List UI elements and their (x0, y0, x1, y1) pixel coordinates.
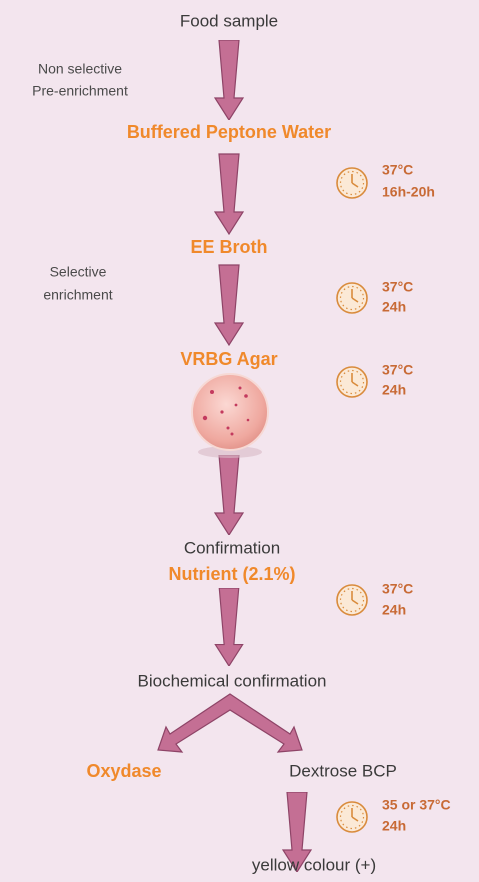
incubation-time: 24h (382, 818, 406, 834)
annotation: Selective (50, 264, 107, 280)
petri-dish (192, 374, 268, 458)
incubation-time: 24h (382, 602, 406, 618)
annotation: Pre-enrichment (32, 83, 128, 99)
clock-icon (337, 367, 367, 397)
incubation-time: 16h-20h (382, 184, 435, 200)
arrow (215, 154, 243, 234)
incubation-time: 24h (382, 299, 406, 315)
incubation-time: 24h (382, 382, 406, 398)
clock-icon (337, 168, 367, 198)
medium-label: Oxydase (86, 761, 161, 781)
incubation-temperature: 35 or 37°C (382, 797, 451, 813)
incubation-temperature: 37°C (382, 162, 413, 178)
arrow (215, 588, 242, 666)
arrow (215, 455, 243, 535)
medium-label: Nutrient (2.1%) (168, 564, 295, 584)
medium-label: EE Broth (190, 237, 267, 257)
incubation-temperature: 37°C (382, 279, 413, 295)
step-label: Dextrose BCP (289, 761, 397, 780)
medium-label: VRBG Agar (180, 349, 277, 369)
clock-icon (337, 802, 367, 832)
clock-icon (337, 585, 367, 615)
arrow (215, 40, 243, 120)
diagram: Food sample Buffered Peptone Water EE Br… (0, 0, 479, 882)
annotation: enrichment (43, 287, 112, 303)
incubation-temperature: 37°C (382, 362, 413, 378)
step-label: Confirmation (184, 538, 280, 557)
step-label: Food sample (180, 11, 278, 30)
incubation-temperature: 37°C (382, 581, 413, 597)
branch-arrow (158, 694, 302, 752)
step-label: Biochemical confirmation (138, 671, 327, 690)
step-label: yellow colour (+) (252, 855, 376, 874)
arrow (215, 265, 243, 345)
clock-icon (337, 283, 367, 313)
annotation: Non selective (38, 61, 122, 77)
medium-label: Buffered Peptone Water (127, 122, 331, 142)
